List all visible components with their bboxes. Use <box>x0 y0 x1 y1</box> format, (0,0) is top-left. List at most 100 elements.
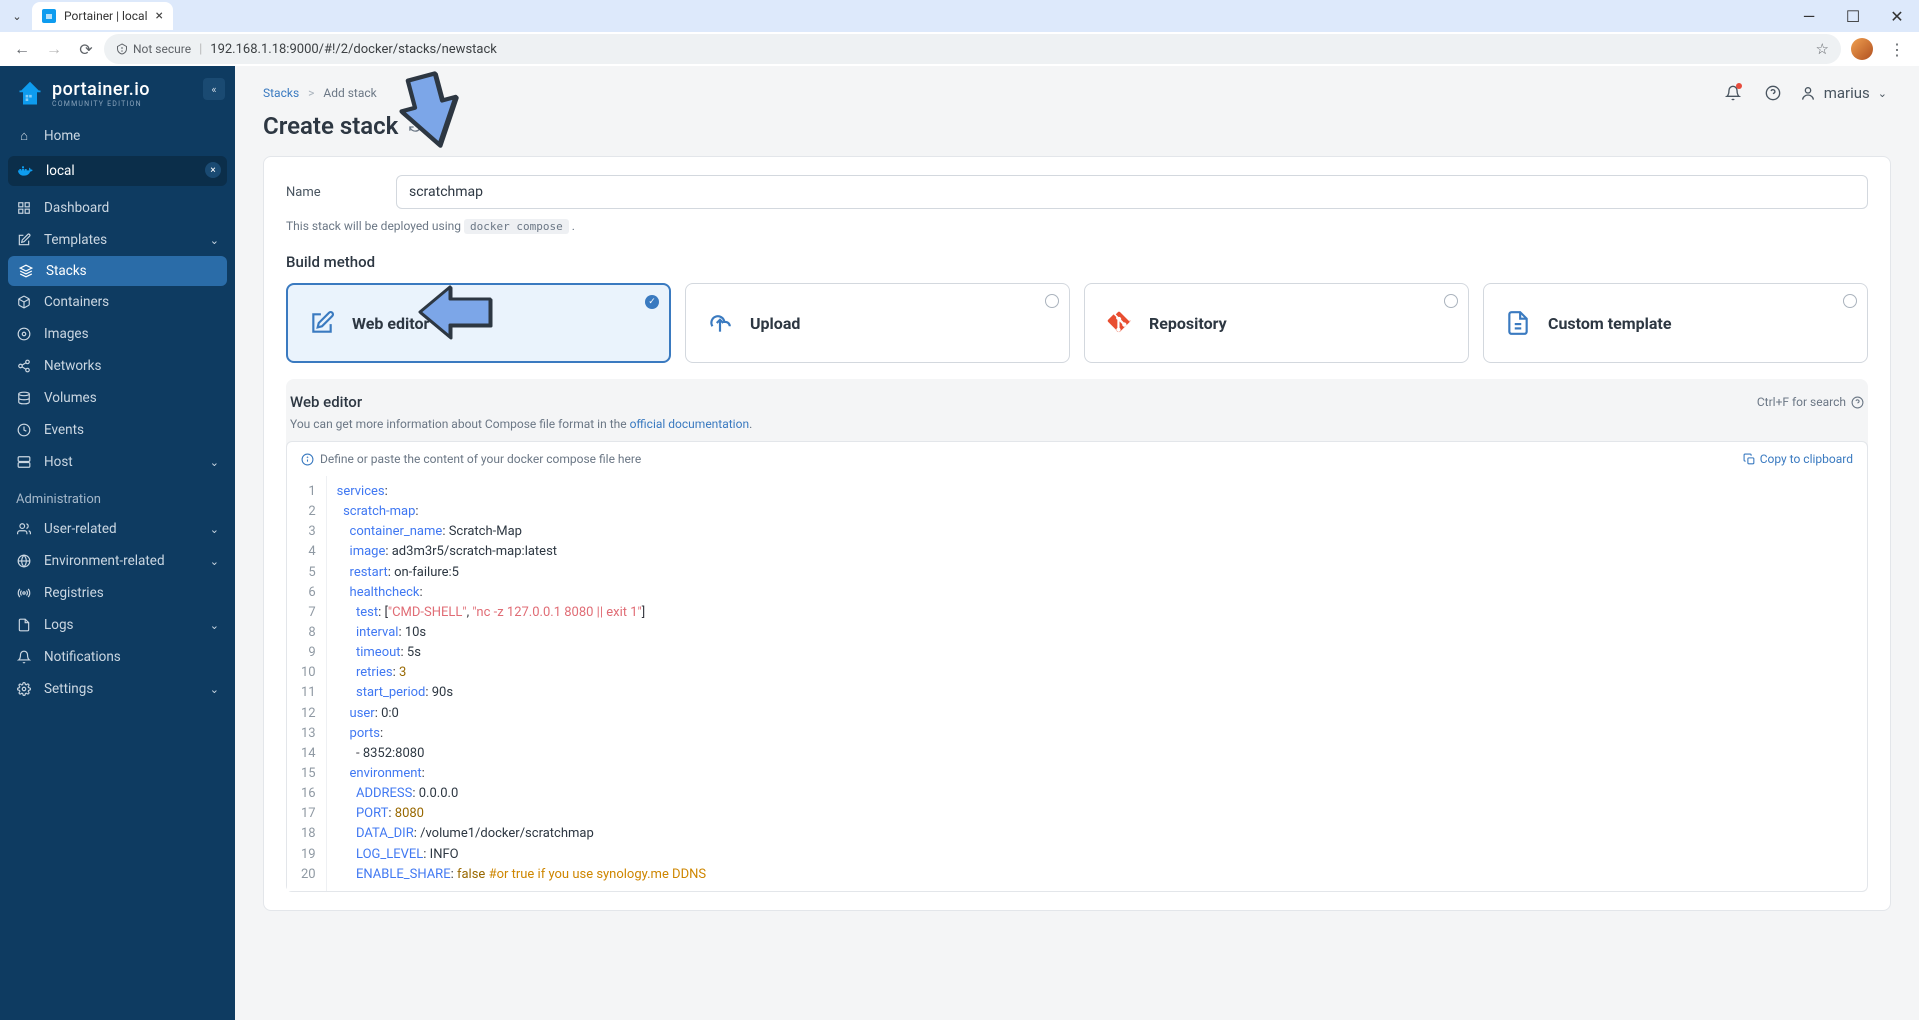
chevron-down-icon: ⌄ <box>210 523 219 536</box>
edit-icon <box>16 233 32 247</box>
home-icon: ⌂ <box>16 128 32 144</box>
method-icon <box>306 307 338 339</box>
sidebar-environment[interactable]: local × <box>8 156 227 186</box>
build-method-upload[interactable]: Upload <box>685 283 1070 363</box>
sidebar-item-stacks[interactable]: Stacks <box>8 256 227 286</box>
help-button[interactable] <box>1756 76 1790 110</box>
copy-to-clipboard-button[interactable]: Copy to clipboard <box>1743 452 1853 466</box>
chevron-down-icon: ⌄ <box>210 555 219 568</box>
sidebar-item-volumes[interactable]: Volumes <box>0 382 235 414</box>
info-icon <box>301 453 314 466</box>
chevron-down-icon: ⌄ <box>1878 87 1887 100</box>
sidebar-item-templates[interactable]: Templates⌄ <box>0 224 235 256</box>
tab-bar: ⌄ Portainer | local × — ☐ ✕ <box>0 0 1919 32</box>
notification-dot <box>1736 83 1742 89</box>
method-icon <box>1103 307 1135 339</box>
sidebar-item-dashboard[interactable]: Dashboard <box>0 192 235 224</box>
docker-icon <box>18 165 34 177</box>
tab-favicon <box>42 9 56 23</box>
sidebar-collapse-button[interactable]: « <box>203 78 225 100</box>
sidebar-item-environment-related[interactable]: Environment-related⌄ <box>0 545 235 577</box>
chevron-down-icon: ⌄ <box>210 456 219 469</box>
sidebar-item-networks[interactable]: Networks <box>0 350 235 382</box>
layers-icon <box>18 264 34 278</box>
database-icon <box>16 391 32 405</box>
sidebar-item-settings[interactable]: Settings⌄ <box>0 673 235 705</box>
url-text: 192.168.1.18:9000/#!/2/docker/stacks/new… <box>210 42 497 57</box>
editor-section: Web editor Ctrl+F for search You can get… <box>286 379 1868 892</box>
method-icon <box>1502 307 1534 339</box>
env-close-icon[interactable]: × <box>205 162 221 178</box>
share-icon <box>16 359 32 373</box>
help-icon <box>1851 396 1864 409</box>
profile-avatar[interactable] <box>1851 38 1873 60</box>
page-title: Create stack <box>263 112 398 140</box>
maximize-button[interactable]: ☐ <box>1831 0 1875 32</box>
refresh-icon[interactable] <box>408 117 423 136</box>
server-icon <box>16 455 32 469</box>
globe-icon <box>16 554 32 568</box>
method-icon <box>704 307 736 339</box>
url-input[interactable]: Not secure | 192.168.1.18:9000/#!/2/dock… <box>104 34 1841 64</box>
radio-indicator: ✓ <box>645 295 659 309</box>
browser-tab[interactable]: Portainer | local × <box>32 2 173 30</box>
sidebar-item-notifications[interactable]: Notifications <box>0 641 235 673</box>
build-method-repository[interactable]: Repository <box>1084 283 1469 363</box>
clock-icon <box>16 423 32 437</box>
chevron-down-icon: ⌄ <box>210 619 219 632</box>
tab-search-dropdown[interactable]: ⌄ <box>8 10 26 23</box>
sidebar-item-home[interactable]: ⌂ Home <box>0 120 235 152</box>
code-content[interactable]: services: scratch-map: container_name: S… <box>327 476 717 891</box>
sidebar-item-host[interactable]: Host⌄ <box>0 446 235 478</box>
users-icon <box>16 522 32 536</box>
tab-close-icon[interactable]: × <box>156 8 163 24</box>
radio-icon <box>16 586 32 600</box>
editor-shortcut-hint: Ctrl+F for search <box>1757 395 1864 409</box>
bookmark-icon[interactable]: ☆ <box>1816 40 1829 58</box>
sidebar-item-events[interactable]: Events <box>0 414 235 446</box>
chevron-down-icon: ⌄ <box>210 234 219 247</box>
back-button[interactable]: ← <box>8 35 36 63</box>
close-window-button[interactable]: ✕ <box>1875 0 1919 32</box>
sidebar-item-containers[interactable]: Containers <box>0 286 235 318</box>
breadcrumb-root[interactable]: Stacks <box>263 86 299 100</box>
window-controls: — ☐ ✕ <box>1787 0 1919 32</box>
portainer-logo-icon <box>16 80 44 108</box>
sidebar: portainer.io COMMUNITY EDITION « ⌂ Home … <box>0 66 235 1020</box>
sidebar-item-registries[interactable]: Registries <box>0 577 235 609</box>
radio-indicator <box>1444 294 1458 308</box>
main-content: Stacks > Add stack marius ⌄ <box>235 66 1919 1020</box>
minimize-button[interactable]: — <box>1787 0 1831 32</box>
logo-text: portainer.io <box>52 81 150 99</box>
grid-icon <box>16 201 32 215</box>
sidebar-item-images[interactable]: Images <box>0 318 235 350</box>
stack-form-card: Name This stack will be deployed using d… <box>263 156 1891 911</box>
app: portainer.io COMMUNITY EDITION « ⌂ Home … <box>0 66 1919 1020</box>
disc-icon <box>16 327 32 341</box>
editor-info: You can get more information about Compo… <box>286 417 1868 441</box>
logo-subtitle: COMMUNITY EDITION <box>52 101 150 108</box>
line-gutter: 1234567891011121314151617181920 <box>287 476 327 891</box>
radio-indicator <box>1843 294 1857 308</box>
breadcrumb-leaf: Add stack <box>323 86 376 100</box>
file-icon <box>16 618 32 632</box>
security-indicator[interactable]: Not secure <box>116 42 191 56</box>
notifications-button[interactable] <box>1716 76 1750 110</box>
editor-title: Web editor <box>290 393 362 411</box>
logo[interactable]: portainer.io COMMUNITY EDITION « <box>0 66 235 120</box>
topbar: Stacks > Add stack marius ⌄ <box>235 66 1919 110</box>
reload-button[interactable]: ⟳ <box>72 35 100 63</box>
sidebar-item-user-related[interactable]: User-related⌄ <box>0 513 235 545</box>
browser-chrome: ⌄ Portainer | local × — ☐ ✕ ← → ⟳ Not se… <box>0 0 1919 66</box>
build-method-web-editor[interactable]: Web editor✓ <box>286 283 671 363</box>
code-editor[interactable]: 1234567891011121314151617181920 services… <box>286 476 1868 892</box>
docs-link[interactable]: official documentation <box>630 417 750 431</box>
user-menu[interactable]: marius ⌄ <box>1796 84 1891 102</box>
name-input[interactable] <box>396 175 1868 209</box>
browser-menu-icon[interactable]: ⋮ <box>1883 40 1911 59</box>
sidebar-section-admin: Administration <box>0 478 235 513</box>
build-method-custom-template[interactable]: Custom template <box>1483 283 1868 363</box>
sidebar-item-logs[interactable]: Logs⌄ <box>0 609 235 641</box>
gear-icon <box>16 682 32 696</box>
forward-button[interactable]: → <box>40 35 68 63</box>
